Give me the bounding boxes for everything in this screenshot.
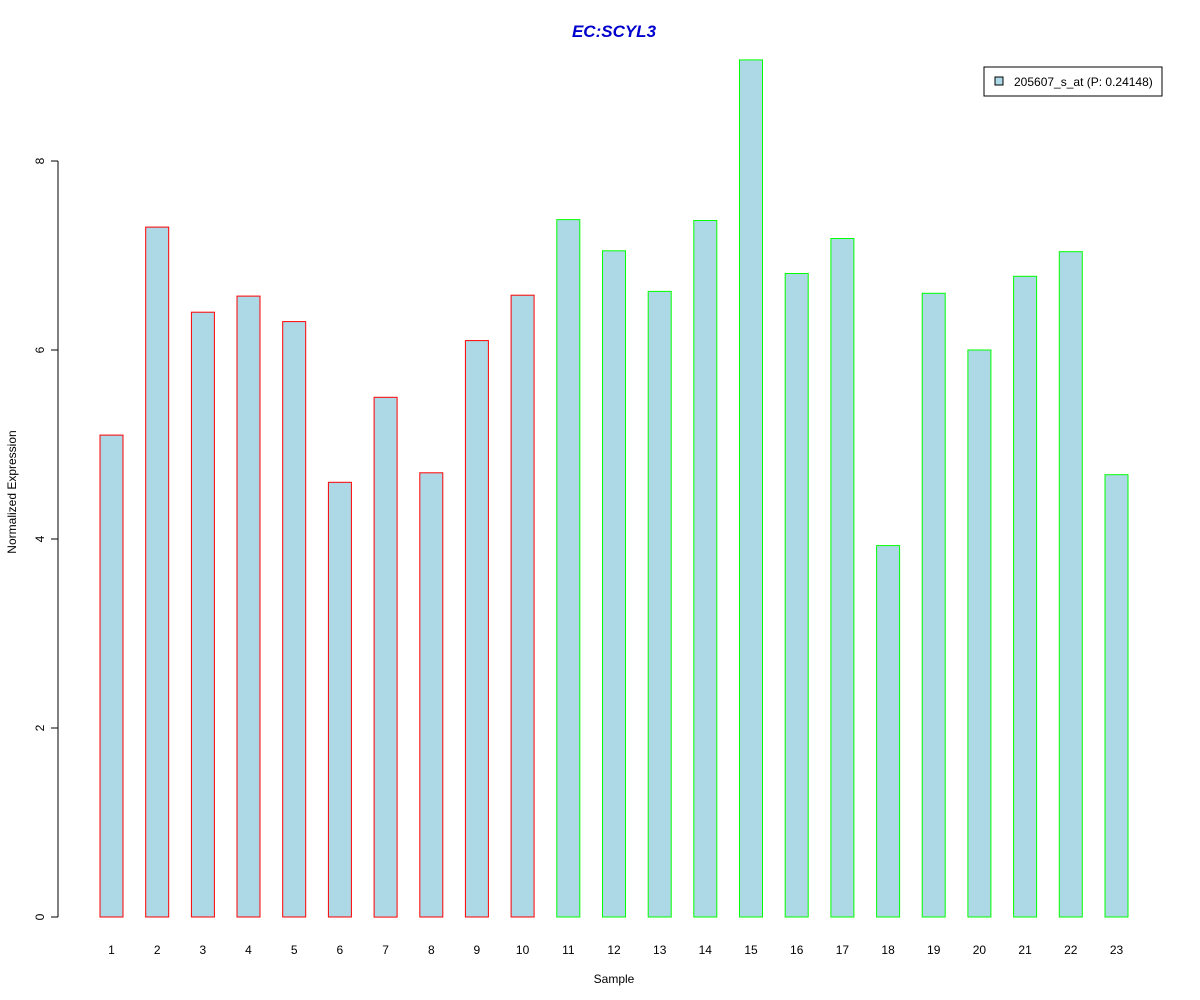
bars-group	[99, 59, 1129, 918]
y-tick-label: 6	[33, 346, 47, 353]
x-tick-label: 3	[200, 943, 207, 957]
bar-sample-11	[556, 219, 581, 918]
bar-sample-4	[236, 295, 261, 918]
x-tick-label: 1	[108, 943, 115, 957]
x-tick-label: 13	[653, 943, 667, 957]
x-tick-label: 4	[245, 943, 252, 957]
x-tick-label: 5	[291, 943, 298, 957]
x-tick-label: 14	[699, 943, 713, 957]
x-tick-label: 18	[881, 943, 895, 957]
bar-sample-22	[1058, 251, 1083, 918]
y-tick-label: 8	[33, 157, 47, 164]
bar-sample-18	[876, 545, 901, 918]
x-tick-label: 11	[562, 943, 575, 957]
x-tick-labels: 1 2 3 4 5 6 7 8 9 10 11 12 13 14 15 16 17 18 19 20 21 22 23	[108, 943, 1123, 957]
x-tick-label: 17	[836, 943, 850, 957]
bar-sample-16	[784, 273, 809, 918]
x-tick-label: 23	[1110, 943, 1124, 957]
y-tick-label: 2	[33, 724, 47, 731]
bar-sample-7	[373, 396, 398, 918]
x-tick-label: 21	[1018, 943, 1032, 957]
x-tick-label: 20	[973, 943, 987, 957]
x-tick-label: 9	[474, 943, 481, 957]
x-tick-label: 19	[927, 943, 941, 957]
y-axis-label: Normalized Expression	[5, 430, 19, 553]
bar-sample-9	[464, 340, 489, 918]
bar-sample-8	[419, 472, 444, 918]
x-tick-label: 8	[428, 943, 435, 957]
x-axis-label: Sample	[594, 972, 635, 986]
bar-sample-13	[647, 290, 672, 918]
x-tick-label: 16	[790, 943, 804, 957]
bar-sample-15	[739, 59, 763, 918]
bar-sample-12	[602, 250, 626, 918]
x-tick-label: 10	[516, 943, 530, 957]
bar-sample-21	[1013, 275, 1038, 918]
legend: 205607_s_at (P: 0.24148)	[983, 66, 1163, 97]
x-tick-label: 15	[744, 943, 758, 957]
bar-sample-1	[99, 434, 124, 918]
bar-sample-10	[510, 294, 535, 918]
chart-title: EC:SCYL3	[572, 22, 657, 41]
y-tick-label: 0	[33, 913, 47, 920]
x-tick-label: 7	[382, 943, 389, 957]
y-tick-label: 4	[33, 535, 47, 542]
y-axis: 0 2 4 6 8	[33, 157, 59, 920]
legend-entry-label: 205607_s_at (P: 0.24148)	[1014, 75, 1153, 89]
x-tick-label: 6	[337, 943, 344, 957]
legend-box	[983, 66, 1163, 97]
bar-sample-2	[145, 226, 170, 918]
bar-sample-23	[1104, 474, 1129, 918]
bar-sample-19	[921, 292, 946, 918]
x-tick-label: 12	[607, 943, 621, 957]
bar-sample-14	[693, 220, 718, 918]
bar-sample-6	[327, 481, 352, 918]
x-tick-label: 22	[1064, 943, 1078, 957]
bar-sample-5	[282, 321, 307, 918]
legend-swatch	[994, 76, 1004, 86]
bar-sample-20	[967, 349, 992, 918]
x-tick-label: 2	[154, 943, 161, 957]
bar-sample-17	[830, 238, 855, 918]
bar-sample-3	[190, 311, 215, 918]
